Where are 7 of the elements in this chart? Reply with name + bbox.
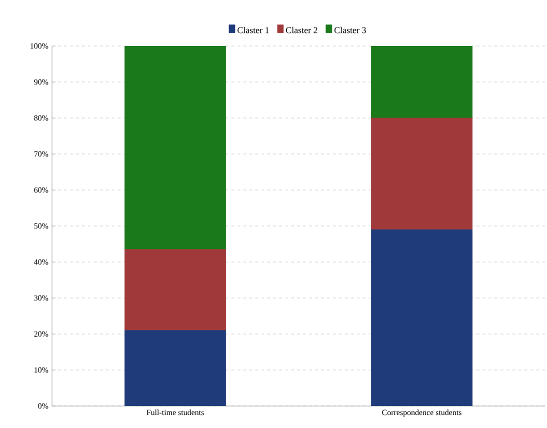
bar xyxy=(124,46,226,250)
bar xyxy=(371,46,472,118)
bar xyxy=(371,118,472,230)
legend-label: Claster 3 xyxy=(334,26,366,34)
legend-label: Claster 1 xyxy=(238,26,269,34)
legend-label: Claster 2 xyxy=(286,26,318,34)
bar xyxy=(124,249,226,331)
